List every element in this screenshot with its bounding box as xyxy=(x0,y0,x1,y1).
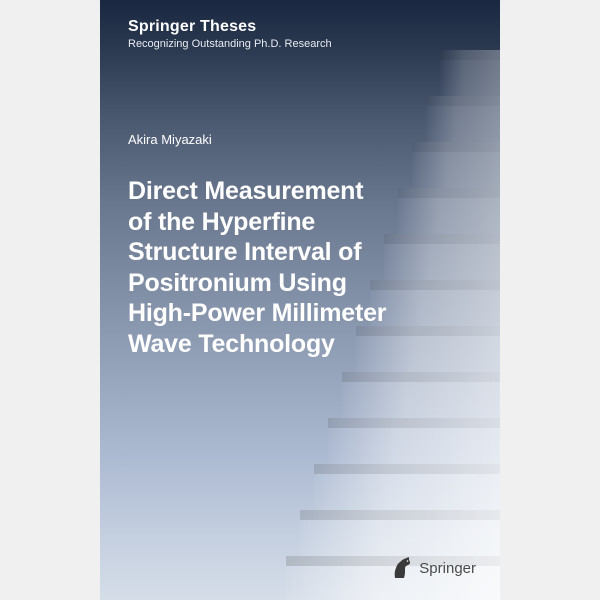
publisher-name: Springer xyxy=(419,560,476,577)
publisher-block: Springer xyxy=(391,556,476,580)
author-name: Akira Miyazaki xyxy=(128,132,212,147)
book-title: Direct Measurement of the Hyperfine Stru… xyxy=(128,176,388,359)
series-subtitle: Recognizing Outstanding Ph.D. Research xyxy=(128,38,332,50)
series-block: Springer Theses Recognizing Outstanding … xyxy=(128,18,332,50)
springer-horse-icon xyxy=(391,556,413,580)
book-cover: Springer Theses Recognizing Outstanding … xyxy=(100,0,500,600)
series-title: Springer Theses xyxy=(128,18,332,36)
